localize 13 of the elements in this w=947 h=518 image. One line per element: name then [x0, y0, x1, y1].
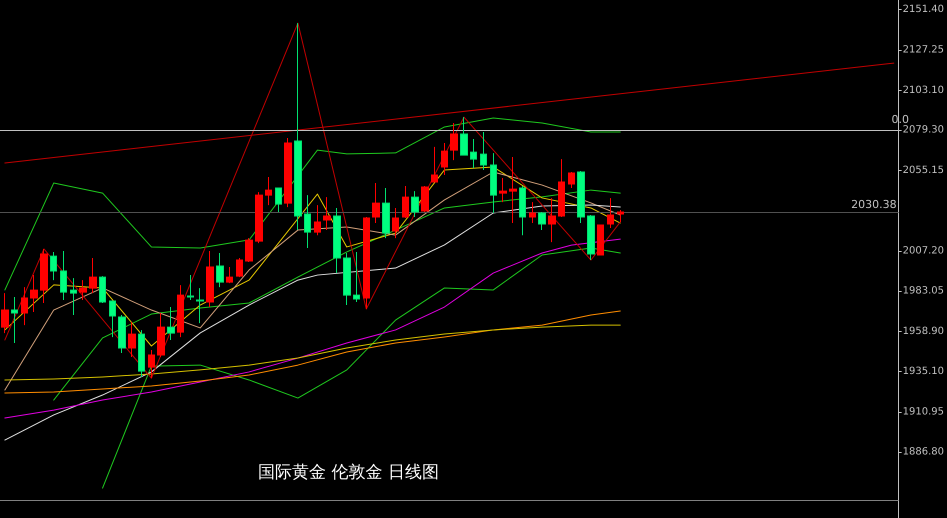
y-tick-label: 2079.30	[902, 124, 944, 136]
y-tick-label: 1886.80	[902, 446, 944, 458]
y-tick-label: 2103.10	[902, 84, 944, 96]
ref-line-label: 2030.38	[851, 198, 897, 212]
text: 国际黄金 伦敦金 日线图	[258, 462, 439, 482]
y-tick-label: 1935.10	[902, 366, 944, 377]
y-tick-label: 1958.90	[902, 326, 944, 338]
y-tick-label: 1910.95	[902, 406, 944, 418]
y-tick-label: 2055.15	[902, 165, 944, 176]
y-tick-label: 2127.25	[902, 44, 944, 56]
y-tick-label: 2151.40	[902, 4, 944, 16]
y-tick-label: 1983.05	[902, 286, 944, 297]
y-tick-label: 2007.20	[902, 245, 944, 256]
